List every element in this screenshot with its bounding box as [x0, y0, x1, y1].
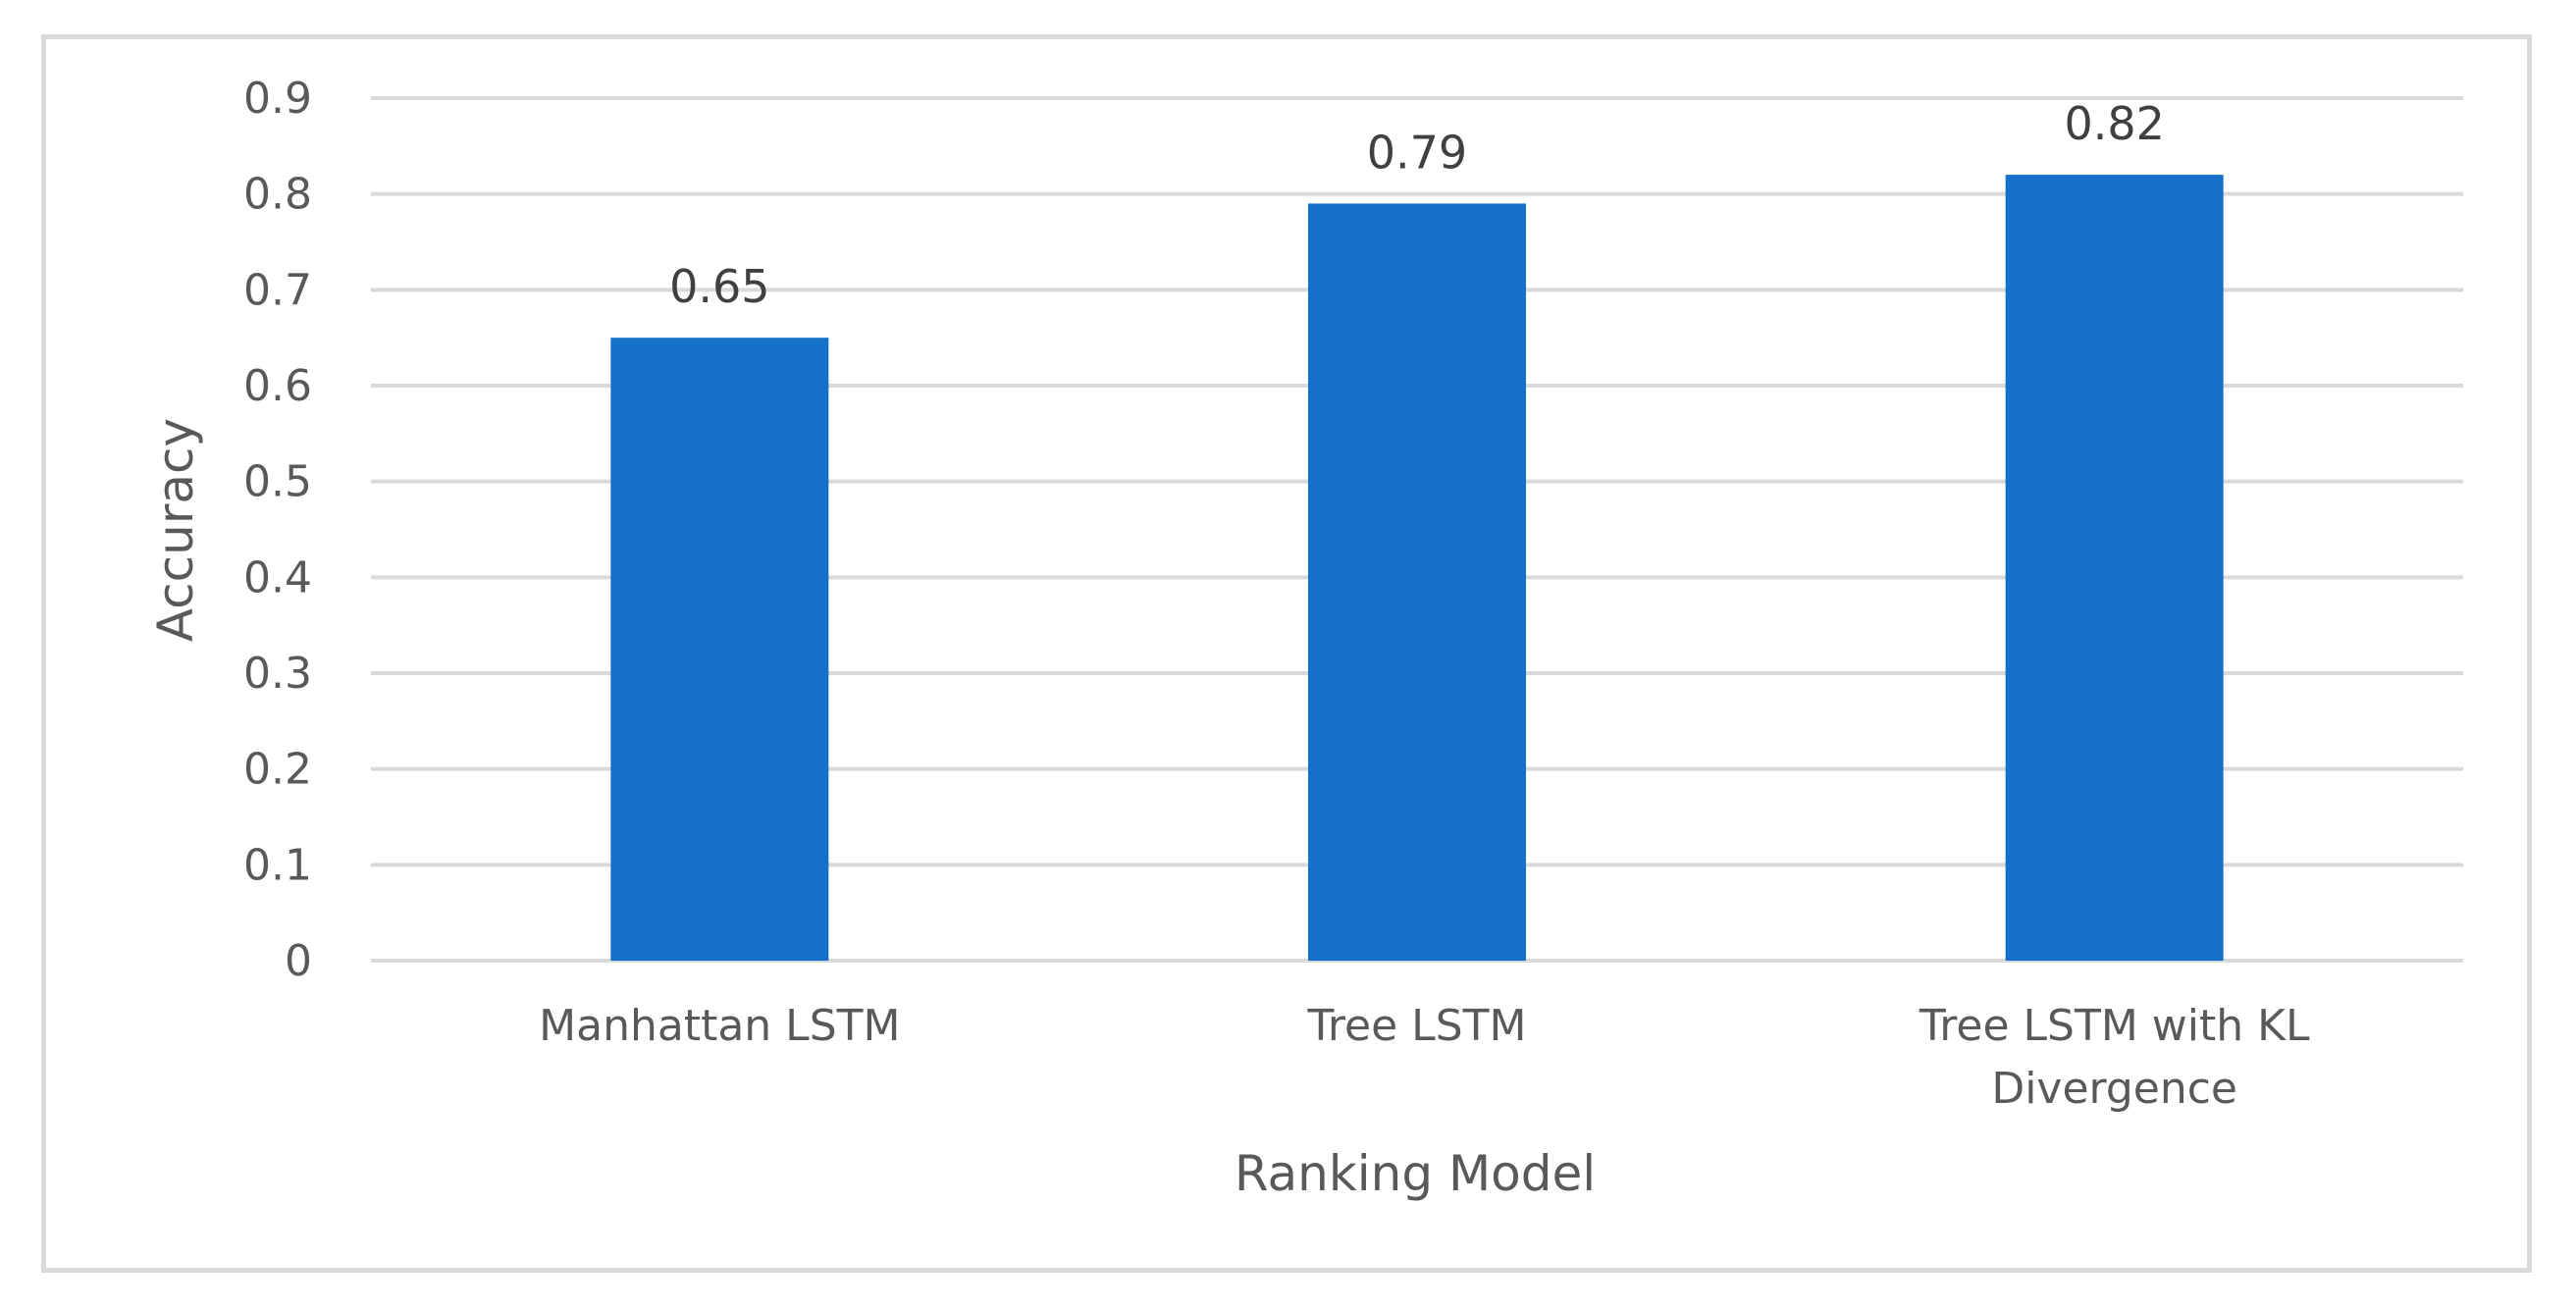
x-category-label-line: Manhattan LSTM	[539, 1001, 900, 1051]
bar	[610, 338, 829, 962]
data-label: 0.65	[669, 260, 769, 313]
bars	[610, 175, 2224, 962]
y-tick-label: 0.4	[243, 552, 312, 603]
x-category-label: Tree LSTM with KL Divergence	[1919, 1001, 2310, 1114]
bar	[2005, 175, 2224, 962]
y-tick-label: 0.2	[243, 745, 312, 795]
y-tick-labels: 0 0.1 0.2 0.3 0.4 0.5 0.6 0.7 0.8 0.9	[243, 74, 312, 986]
x-category-label: Tree LSTM	[1307, 1001, 1527, 1051]
y-tick-label: 0.7	[243, 265, 312, 315]
x-category-label-line: Divergence	[1991, 1064, 2237, 1114]
y-tick-label: 0	[285, 936, 312, 986]
data-labels: 0.65 0.79 0.82	[669, 97, 2165, 313]
data-label: 0.82	[2064, 97, 2164, 150]
y-tick-label: 0.8	[243, 170, 312, 220]
data-label: 0.79	[1367, 126, 1467, 179]
x-category-labels: Manhattan LSTM Tree LSTM Tree LSTM with KL…	[539, 1001, 2310, 1114]
y-axis-title: Accuracy	[147, 418, 204, 642]
x-category-label-line: Tree LSTM with KL	[1919, 1001, 2310, 1051]
y-tick-label: 0.1	[243, 840, 312, 890]
bar	[1308, 203, 1526, 961]
x-axis-title: Ranking Model	[1235, 1145, 1596, 1202]
y-tick-label: 0.9	[243, 74, 312, 124]
x-category-label: Manhattan LSTM	[539, 1001, 900, 1051]
x-category-label-line: Tree LSTM	[1307, 1001, 1527, 1051]
y-tick-label: 0.6	[243, 361, 312, 411]
y-tick-label: 0.5	[243, 457, 312, 507]
y-tick-label: 0.3	[243, 649, 312, 699]
